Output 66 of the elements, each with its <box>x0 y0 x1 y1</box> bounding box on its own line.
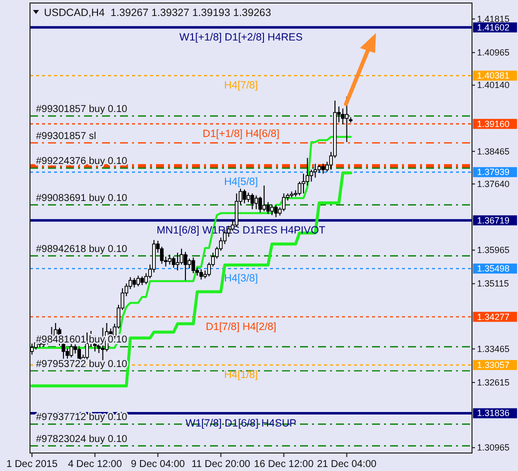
y-tick-label: 1.40140 <box>477 80 510 90</box>
candlestick <box>132 277 136 288</box>
candlestick <box>246 192 250 203</box>
candlestick <box>234 192 238 228</box>
candlestick <box>188 258 192 269</box>
candlestick <box>266 202 270 214</box>
x-tick-label: 11 Dec 20:00 <box>191 459 251 470</box>
ref-line-label: H4[1/8] <box>224 369 258 382</box>
line-series <box>30 171 352 388</box>
y-tick-label: 1.35965 <box>477 245 510 256</box>
candlestick <box>341 108 345 125</box>
y-tick-label: 1.33057 <box>477 360 510 370</box>
candlestick <box>242 188 246 204</box>
candlestick <box>70 342 74 358</box>
ref-line-label: #99301857 sl <box>36 130 96 142</box>
y-tick-label: 1.38465 <box>477 146 510 156</box>
y-tick-label: 1.30965 <box>477 442 510 453</box>
y-tick-label: 1.35498 <box>477 264 510 274</box>
candlestick <box>262 185 266 212</box>
x-tick-label: 9 Dec 04:00 <box>130 459 186 470</box>
y-tick-label: 1.31836 <box>477 408 510 418</box>
candlestick <box>254 194 258 210</box>
y-tick-label: 1.36719 <box>477 215 510 226</box>
y-tick-label: 1.37939 <box>477 167 510 178</box>
ref-line-label: W1[+1/8] D1[+2/8] H4RES <box>179 31 303 44</box>
candlestick <box>30 343 34 356</box>
x-tick-label: 16 Dec 12:00 <box>254 459 314 470</box>
y-tick-label: 1.40965 <box>477 48 510 58</box>
x-tick-label: 4 Dec 12:00 <box>68 459 122 470</box>
y-tick-label: 1.35115 <box>477 278 509 289</box>
candlestick <box>172 256 176 268</box>
ref-line-label: D1[7/8] H4[2/8] <box>206 320 276 333</box>
y-tick-label: 1.37640 <box>477 178 510 189</box>
ref-line-label: #97937712 buy 0.10 <box>36 412 128 424</box>
x-tick-label: 21 Dec 04:00 <box>317 459 377 470</box>
ref-line-label: H4[7/8] <box>224 80 258 92</box>
candlestick <box>199 268 203 280</box>
candlestick <box>184 251 188 281</box>
candlestick <box>250 192 254 210</box>
chart-title: USDCAD,H4 1.39267 1.39327 1.39193 1.39263 <box>44 7 272 19</box>
ref-line-label: H4[3/8] <box>224 272 258 285</box>
candlestick <box>274 204 278 218</box>
candlestick <box>282 192 286 212</box>
candlestick <box>136 275 140 287</box>
candlestick <box>168 254 172 266</box>
ref-line-label: W1[7/8] D1[6/8] H4SUP <box>186 417 296 430</box>
candlestick <box>314 163 318 178</box>
y-tick-label: 1.34277 <box>477 312 510 322</box>
ref-line-label: #98942618 buy 0.10 <box>36 244 128 255</box>
ref-line-label: #99224376 buy 0.10 <box>36 156 128 168</box>
y-tick-label: 1.41815 <box>477 14 510 24</box>
ref-line-label: #99301857 buy 0.10 <box>36 104 128 115</box>
x-tick-label: 1 Dec 2015 <box>6 459 58 470</box>
candlestick <box>176 252 180 271</box>
y-tick-label: 1.32615 <box>477 377 510 388</box>
ref-line-label: D1[+1/8] H4[6/8] <box>202 128 280 140</box>
candlestick <box>270 204 274 216</box>
y-tick-label: 1.39160 <box>477 118 510 129</box>
ref-line-label: #99083691 buy 0.10 <box>36 192 128 204</box>
y-tick-label: 1.40381 <box>477 70 510 81</box>
y-tick-label: 1.41602 <box>477 22 510 32</box>
y-tick-label: 1.33465 <box>477 344 510 354</box>
ref-line-label: #97823024 buy 0.10 <box>36 434 128 445</box>
candlestick <box>192 256 196 274</box>
ref-line-label: H4[5/8] <box>224 176 258 188</box>
candlestick <box>321 163 325 174</box>
